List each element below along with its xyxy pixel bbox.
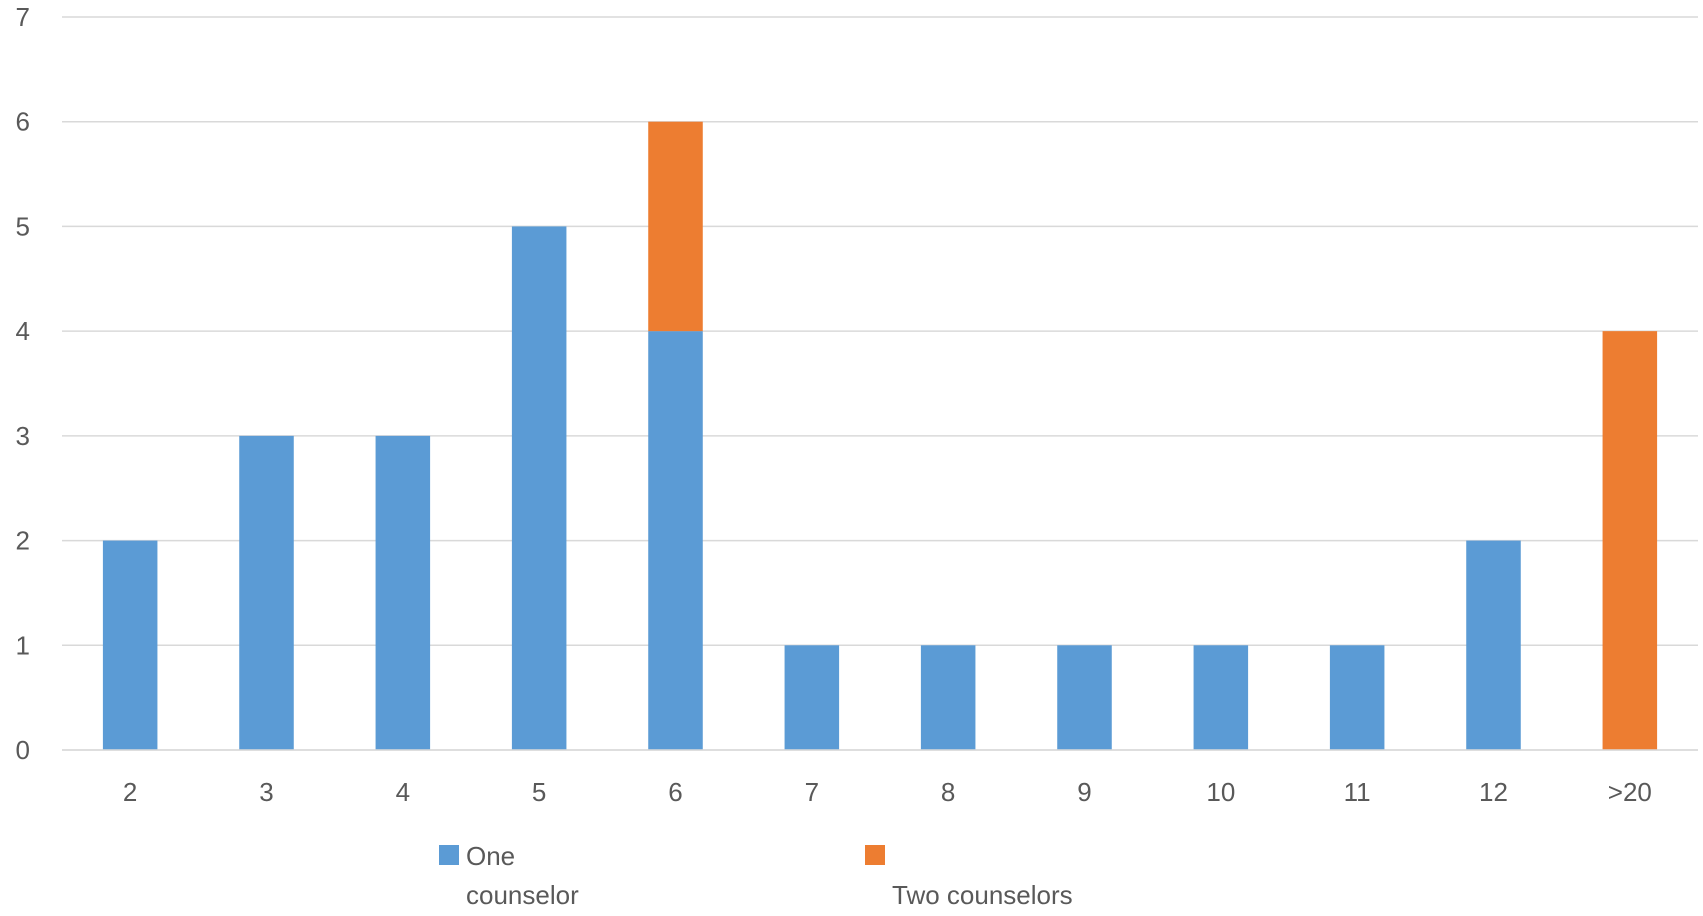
x-tick-label: 3 bbox=[259, 777, 273, 807]
x-tick-label: 6 bbox=[668, 777, 682, 807]
bar-one-counselor-12 bbox=[1466, 540, 1521, 750]
bar-two-counselors-6 bbox=[648, 121, 703, 332]
bar-one-counselor-8 bbox=[920, 645, 976, 750]
bars bbox=[102, 121, 1658, 750]
legend-label-one-counselor: counselor bbox=[466, 880, 579, 910]
x-axis: 2 3 4 5 6 7 8 9 10 11 12 >20 bbox=[62, 749, 1698, 807]
y-tick-label: 6 bbox=[16, 107, 30, 137]
y-tick-label: 7 bbox=[16, 2, 30, 32]
x-tick-label: 8 bbox=[941, 777, 955, 807]
bar-one-counselor-11 bbox=[1329, 645, 1385, 750]
y-tick-label: 3 bbox=[16, 421, 30, 451]
x-tick-label: 7 bbox=[805, 777, 819, 807]
bar-two-counselors-gt20 bbox=[1602, 331, 1658, 750]
y-tick-label: 4 bbox=[16, 316, 30, 346]
bar-one-counselor-6 bbox=[648, 331, 703, 750]
y-axis: 0 1 2 3 4 5 6 7 bbox=[16, 2, 30, 765]
legend-label-two-counselors: Two counselors bbox=[892, 880, 1073, 910]
bar-one-counselor-2 bbox=[102, 540, 158, 750]
bar-one-counselor-3 bbox=[239, 435, 294, 750]
gridlines bbox=[62, 16, 1698, 751]
legend-label-one-counselor: One bbox=[466, 841, 515, 871]
y-tick-label: 2 bbox=[16, 526, 30, 556]
legend: One counselor Two counselors bbox=[439, 841, 1073, 910]
x-tick-label: 11 bbox=[1344, 777, 1371, 807]
legend-item-one-counselor: One counselor bbox=[439, 841, 579, 910]
legend-swatch-one-counselor bbox=[439, 845, 459, 865]
legend-item-two-counselors: Two counselors bbox=[865, 845, 1073, 910]
y-tick-label: 0 bbox=[16, 735, 30, 765]
x-tick-label: 5 bbox=[532, 777, 546, 807]
y-tick-label: 5 bbox=[16, 211, 30, 241]
bar-one-counselor-5 bbox=[511, 226, 567, 750]
x-tick-label: 12 bbox=[1479, 777, 1508, 807]
y-tick-label: 1 bbox=[16, 630, 30, 660]
x-tick-label: 10 bbox=[1206, 777, 1235, 807]
x-tick-label: 2 bbox=[123, 777, 137, 807]
x-tick-label: >20 bbox=[1608, 777, 1652, 807]
bar-one-counselor-4 bbox=[375, 435, 431, 750]
bar-one-counselor-9 bbox=[1057, 645, 1112, 750]
x-tick-label: 4 bbox=[396, 777, 410, 807]
x-tick-label: 9 bbox=[1077, 777, 1091, 807]
legend-swatch-two-counselors bbox=[865, 845, 885, 865]
bar-one-counselor-7 bbox=[784, 645, 840, 750]
bar-one-counselor-10 bbox=[1193, 645, 1249, 750]
